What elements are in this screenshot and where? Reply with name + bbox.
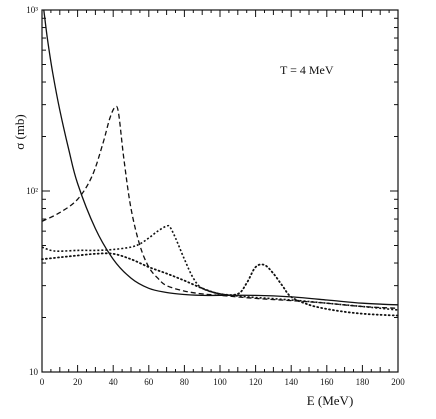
x-tick-label: 200 — [391, 377, 405, 387]
tick-labels: 0 20 40 60 80 100 120 140 160 180 200 10 10² 10³ — [26, 5, 405, 387]
x-tick-label: 0 — [40, 377, 45, 387]
x-tick-label: 100 — [213, 377, 227, 387]
x-tick-label: 20 — [73, 377, 83, 387]
curve-solid — [43, 9, 399, 306]
curves — [41, 9, 399, 317]
x-axis-label: E (MeV) — [307, 393, 354, 408]
y-axis-label: σ (mb) — [12, 114, 27, 150]
temperature-annotation: T = 4 MeV — [280, 63, 334, 77]
y-tick-label: 10 — [29, 367, 39, 377]
curve-dash-dot — [41, 224, 399, 311]
x-tick-label: 120 — [249, 377, 263, 387]
x-tick-label: 140 — [284, 377, 298, 387]
x-tick-label: 160 — [320, 377, 334, 387]
x-tick-label: 180 — [356, 377, 370, 387]
x-tick-label: 60 — [144, 377, 154, 387]
y-tick-label: 10² — [26, 186, 38, 196]
curve-dotted — [41, 252, 399, 317]
curve-dashed — [41, 105, 399, 309]
axis-ticks — [41, 9, 399, 373]
y-tick-label: 10³ — [26, 5, 38, 15]
x-tick-label: 80 — [180, 377, 190, 387]
x-tick-label: 40 — [109, 377, 119, 387]
plot-frame — [41, 9, 399, 373]
